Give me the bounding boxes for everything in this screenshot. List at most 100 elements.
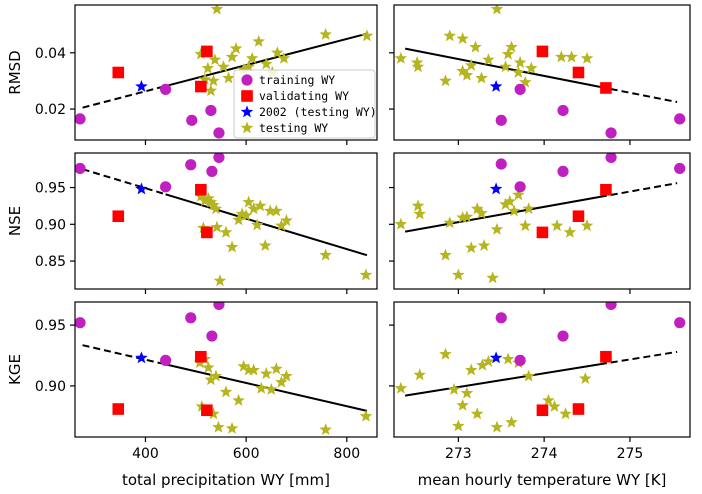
training-point (495, 114, 507, 126)
testing-point (259, 57, 273, 70)
y-tick-label: 0.85 (35, 254, 66, 270)
y2002-point (135, 79, 148, 92)
testing-point (209, 202, 223, 215)
testing-point (411, 60, 425, 73)
testing-point (490, 5, 504, 15)
testing-point (447, 382, 461, 395)
training-point (557, 104, 569, 117)
testing-point (499, 60, 512, 73)
testing-point (208, 53, 222, 66)
legend-entry-testing: testing WY (240, 121, 328, 135)
legend-entry-validating: validating WY (241, 89, 349, 103)
legend-label: testing WY (259, 121, 328, 135)
testing-point (452, 268, 465, 281)
testing-point (394, 381, 408, 394)
testing-point (501, 352, 515, 365)
validating-point (536, 45, 549, 58)
validating-point (536, 404, 549, 417)
training-point (160, 354, 172, 366)
plot-area (394, 153, 686, 284)
testing-point (482, 354, 495, 367)
plot-area (75, 302, 373, 436)
training-point (206, 165, 218, 177)
testing-point (476, 358, 489, 371)
testing-point (464, 58, 478, 71)
testing-point (550, 219, 564, 232)
testing-point (207, 74, 220, 87)
validating-point (201, 45, 213, 58)
legend-label: training WY (259, 73, 335, 87)
training-point (75, 162, 86, 175)
testing-point (507, 204, 521, 217)
axes-frame (393, 301, 691, 438)
testing-point (229, 41, 243, 54)
trend-line-dashed (599, 350, 678, 366)
testing-point (464, 363, 478, 376)
y-tick-label: 0.90 (35, 217, 66, 233)
panel-nse-col0: 0.85 0.90 0.95 NSE (6, 152, 378, 294)
y2002-point (489, 351, 503, 364)
x-tick-label: 273 (445, 446, 472, 462)
legend-box (233, 69, 376, 139)
training-point (185, 159, 197, 171)
training-point (674, 317, 686, 329)
testing-point (513, 56, 527, 68)
y-axis-label: KGE (6, 354, 24, 385)
validating-point (201, 404, 213, 417)
validating-point (112, 403, 125, 415)
testing-point (443, 29, 457, 42)
trend-line-solid (404, 363, 601, 397)
legend-marker-testing (240, 121, 254, 134)
y-axis-label: RMSD (6, 50, 24, 94)
testing-point (280, 369, 293, 382)
testing-point (275, 375, 288, 388)
legend-label: 2002 (testing WY) (259, 105, 377, 119)
training-point (213, 127, 225, 139)
testing-point (212, 420, 225, 433)
testing-point (204, 84, 218, 97)
y-tick-label: 0.95 (35, 318, 66, 334)
training-point (185, 312, 197, 324)
testing-point (198, 194, 212, 207)
testing-point (394, 217, 408, 230)
testing-point (194, 47, 208, 60)
testing-point (443, 216, 457, 229)
testing-point (319, 423, 332, 436)
testing-point (505, 40, 518, 53)
testing-point (580, 219, 594, 232)
training-point (674, 162, 686, 175)
testing-point (270, 362, 283, 375)
testing-point (456, 211, 469, 224)
training-point (557, 165, 569, 177)
x-tick-label: 600 (233, 446, 260, 462)
training-point (514, 181, 526, 193)
testing-point (559, 407, 572, 420)
testing-point (359, 409, 373, 422)
y2002-point (489, 182, 503, 195)
testing-point (410, 56, 424, 68)
legend-marker-training (241, 74, 253, 86)
training-point (605, 302, 617, 311)
validating-point (600, 350, 612, 363)
testing-point (265, 382, 278, 395)
testing-point (413, 207, 427, 220)
axes-frame (393, 4, 691, 141)
validating-point (600, 183, 612, 196)
testing-point (460, 210, 474, 223)
testing-point (247, 363, 260, 376)
testing-point (460, 386, 474, 399)
testing-point (237, 359, 250, 372)
trend-line-dashed (599, 85, 678, 104)
testing-point (456, 64, 469, 77)
testing-point (512, 188, 525, 201)
testing-point (411, 199, 425, 212)
testing-point (477, 239, 491, 251)
validating-point (536, 226, 549, 239)
y-tick-label: 0.90 (35, 379, 66, 395)
testing-point (563, 225, 577, 238)
legend: training WY validating WY 2002 (testing WY… (233, 69, 377, 139)
panel-rmsd-col1 (389, 4, 691, 145)
testing-point (522, 202, 535, 215)
x-tick-label: 400 (132, 446, 159, 462)
testing-point (456, 32, 469, 45)
